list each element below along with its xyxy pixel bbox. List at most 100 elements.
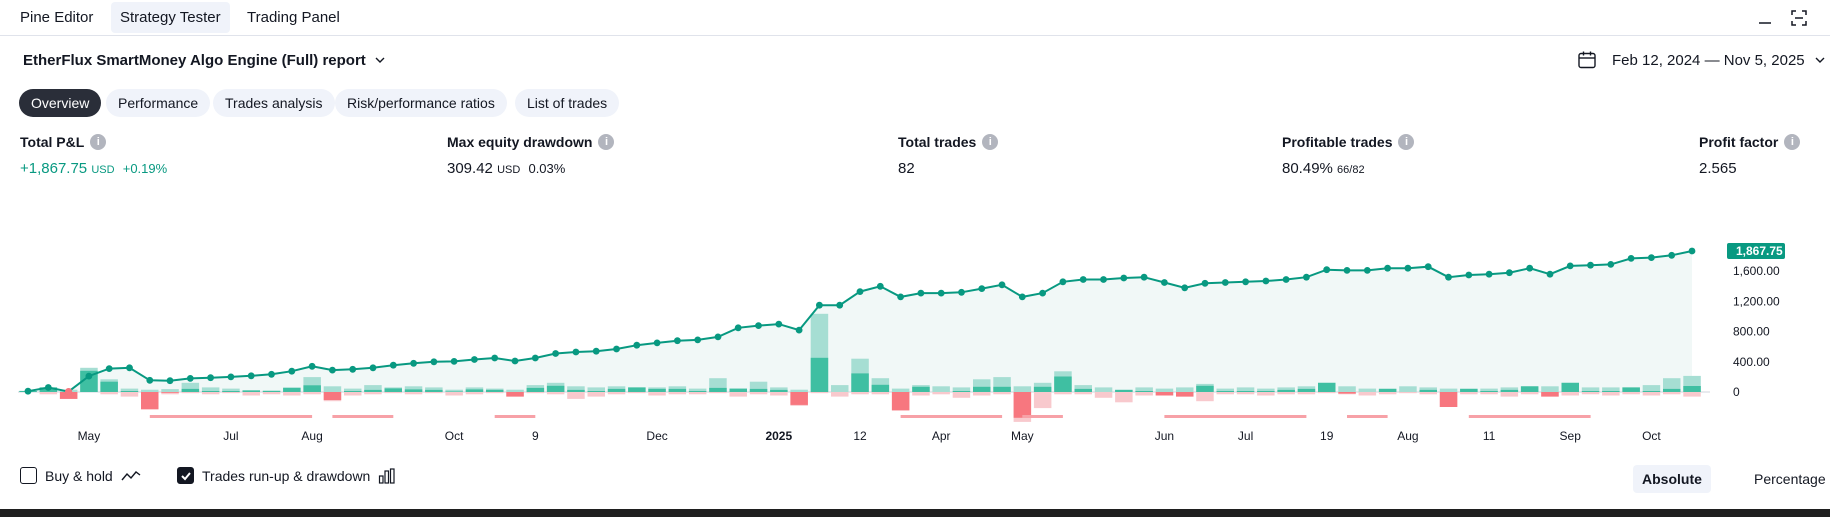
trades-runup-checkbox[interactable] bbox=[177, 467, 194, 484]
buy-hold-toggle[interactable]: Buy & hold bbox=[20, 467, 141, 484]
runup-bar bbox=[222, 388, 240, 393]
y-axis: 1,600.00 1,200.00 800.00 400.00 0 1,867.75 bbox=[1727, 243, 1785, 399]
runup-bar bbox=[1013, 386, 1032, 393]
profit-bar bbox=[567, 389, 585, 392]
tab-pine-editor[interactable]: Pine Editor bbox=[20, 9, 94, 26]
runup-bar bbox=[1399, 386, 1417, 393]
total-trades-value: 82 bbox=[898, 160, 915, 177]
profit-bar bbox=[749, 388, 768, 392]
drawdown-bar bbox=[425, 392, 443, 394]
profit-bar bbox=[1054, 376, 1072, 392]
equity-point bbox=[146, 376, 154, 384]
x-tick-label: 11 bbox=[1483, 429, 1496, 443]
subtab-risk-performance-ratios[interactable]: Risk/performance ratios bbox=[335, 89, 507, 117]
runup-bar bbox=[1176, 387, 1194, 392]
equity-point bbox=[1262, 277, 1270, 285]
minimize-icon bbox=[1759, 22, 1771, 24]
equity-point bbox=[1221, 279, 1229, 286]
equity-point bbox=[1242, 278, 1249, 286]
profit-bar bbox=[1196, 385, 1214, 392]
drawdown-bar bbox=[871, 392, 890, 395]
profit-bar bbox=[445, 391, 463, 392]
x-tick-label: Oct bbox=[445, 429, 464, 443]
drawdown-bar bbox=[486, 392, 504, 394]
y-tick-label: 800.00 bbox=[1733, 325, 1770, 339]
drawdown-bar bbox=[303, 392, 321, 395]
equity-point bbox=[1343, 267, 1351, 274]
trade-bars bbox=[19, 313, 1701, 422]
info-icon[interactable]: i bbox=[90, 134, 107, 150]
equity-point bbox=[816, 301, 823, 309]
subtab-list-of-trades[interactable]: List of trades bbox=[515, 89, 620, 117]
drawdown-bar bbox=[973, 392, 991, 396]
profitable-trades-value: 80.49% bbox=[1282, 160, 1333, 177]
profit-bar bbox=[668, 388, 687, 392]
runup-bar bbox=[323, 386, 342, 393]
profit-bar bbox=[1663, 388, 1681, 392]
runup-bar bbox=[587, 387, 605, 392]
info-icon[interactable]: i bbox=[598, 134, 615, 150]
runup-bar bbox=[1277, 387, 1295, 392]
runup-bar bbox=[688, 388, 707, 393]
tab-trading-panel[interactable]: Trading Panel bbox=[247, 9, 340, 26]
subtab-overview[interactable]: Overview bbox=[19, 89, 102, 117]
runup-bar bbox=[1541, 386, 1559, 393]
equity-point bbox=[288, 367, 296, 375]
buy-hold-checkbox[interactable] bbox=[20, 467, 37, 484]
panel-resize-handle[interactable] bbox=[1822, 0, 1830, 509]
runup-bar bbox=[425, 387, 443, 392]
subtab-trades-analysis[interactable]: Trades analysis bbox=[213, 89, 335, 117]
percentage-mode-button[interactable]: Percentage bbox=[1754, 471, 1826, 487]
equity-area-fill bbox=[28, 251, 1692, 392]
trades-runup-label: Trades run-up & drawdown bbox=[202, 467, 371, 484]
report-title-dropdown[interactable]: EtherFlux SmartMoney Algo Engine (Full) … bbox=[23, 52, 385, 69]
runup-bar bbox=[1257, 388, 1275, 393]
drawdown-bar bbox=[1257, 392, 1275, 396]
drawdown-bar bbox=[100, 392, 118, 395]
trades-runup-toggle[interactable]: Trades run-up & drawdown bbox=[177, 467, 396, 484]
equity-point bbox=[1018, 293, 1026, 301]
equity-point bbox=[1465, 271, 1473, 279]
equity-point bbox=[1668, 251, 1676, 259]
equity-chart[interactable]: 1,600.00 1,200.00 800.00 400.00 0 1,867.75 Ma… bbox=[0, 192, 1830, 454]
runup-bar bbox=[404, 386, 423, 393]
date-range-dropdown[interactable]: Feb 12, 2024 — Nov 5, 2025 bbox=[1612, 52, 1825, 69]
info-icon[interactable]: i bbox=[1398, 134, 1415, 150]
profit-bar bbox=[242, 390, 260, 392]
profitable-trades-detail: 66/82 bbox=[1337, 164, 1365, 176]
drawdown-bar bbox=[445, 392, 463, 396]
profit-bar bbox=[688, 391, 707, 392]
profit-bar bbox=[709, 387, 727, 392]
maximize-panel-button[interactable] bbox=[1786, 5, 1812, 31]
minimize-panel-button[interactable] bbox=[1752, 5, 1778, 31]
subtab-performance[interactable]: Performance bbox=[106, 89, 211, 117]
info-icon[interactable]: i bbox=[1784, 134, 1801, 150]
x-tick-label: Aug bbox=[301, 429, 322, 443]
info-icon[interactable]: i bbox=[982, 134, 999, 150]
profit-bar bbox=[810, 357, 829, 392]
equity-point bbox=[755, 322, 762, 329]
chevron-down-icon bbox=[375, 57, 385, 63]
profit-bar bbox=[1257, 391, 1275, 392]
x-axis: May Jul Aug Oct 9 Dec 2025 12 Apr May Jun Jul 19 Aug 1… bbox=[78, 429, 1662, 443]
profit-bar bbox=[648, 388, 666, 392]
profit-bar bbox=[1520, 386, 1539, 393]
y-tick-label: 0 bbox=[1733, 385, 1740, 399]
calendar-icon[interactable] bbox=[1577, 50, 1597, 70]
loss-bar bbox=[1155, 392, 1174, 396]
loss-bar bbox=[161, 392, 179, 393]
profit-bar bbox=[1074, 388, 1092, 392]
runup-bar bbox=[831, 385, 849, 392]
equity-point bbox=[1485, 270, 1493, 278]
equity-point bbox=[471, 356, 478, 363]
equity-point bbox=[1546, 270, 1554, 278]
tab-strategy-tester[interactable]: Strategy Tester bbox=[111, 2, 230, 33]
drawdown-bar bbox=[1216, 392, 1234, 395]
equity-point bbox=[1648, 254, 1655, 261]
profit-factor-value: 2.565 bbox=[1699, 160, 1737, 177]
absolute-mode-button[interactable]: Absolute bbox=[1633, 465, 1711, 493]
x-tick-label: 19 bbox=[1320, 429, 1334, 443]
equity-point bbox=[1404, 264, 1412, 272]
bar-chart-icon bbox=[379, 467, 395, 484]
equity-point bbox=[1100, 276, 1107, 283]
